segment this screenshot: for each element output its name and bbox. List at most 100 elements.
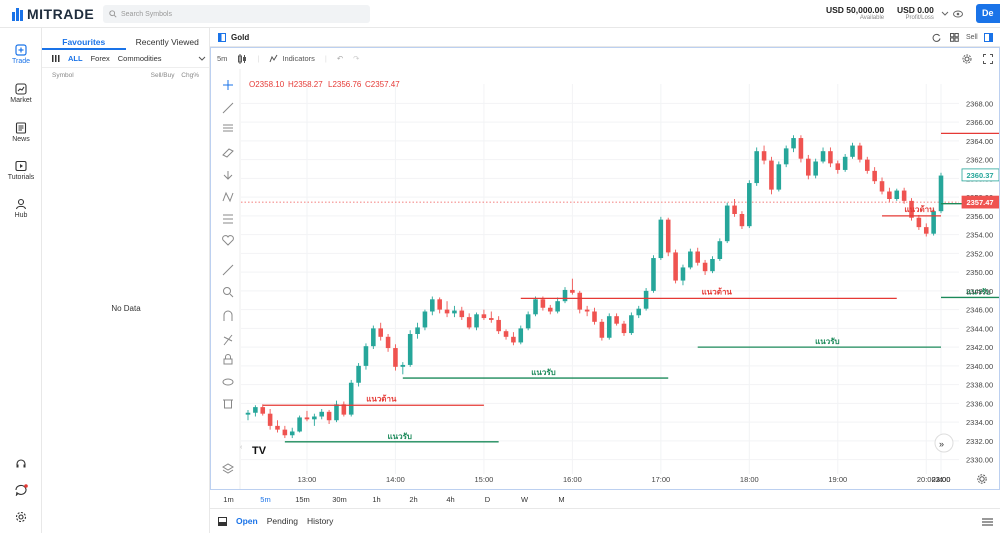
candle-body <box>916 217 922 228</box>
tf-m[interactable]: M <box>558 494 565 504</box>
eye-icon[interactable] <box>953 10 963 18</box>
price-axis[interactable]: 2330.00 2332.00 2334.00 2336.00 2338.00 2340.… <box>961 99 999 465</box>
tf-w[interactable]: W <box>520 494 529 504</box>
tf-4h[interactable]: 4h <box>446 494 455 504</box>
menu-icon[interactable] <box>982 518 993 526</box>
candle-body <box>547 307 553 312</box>
scroll-right-button[interactable]: » <box>934 433 954 453</box>
col-sell-buy[interactable]: Sell/Buy <box>150 72 175 79</box>
side-panel-icon[interactable] <box>984 33 993 42</box>
redo-icon[interactable]: ↷ <box>353 54 360 63</box>
filter-bar: ALL Forex Commodities <box>42 50 209 68</box>
nav-item-tutorials[interactable]: Tutorials <box>0 160 42 181</box>
candle-body <box>452 310 457 314</box>
candle-body <box>776 164 782 190</box>
layout-grid-icon[interactable] <box>950 33 959 42</box>
nav-item-market[interactable]: Market <box>0 83 42 104</box>
tf-2h[interactable]: 2h <box>409 494 418 504</box>
horizontal-lines-icon[interactable] <box>223 124 233 132</box>
col-symbol[interactable]: Symbol <box>52 72 74 79</box>
filter-commodities[interactable]: Commodities <box>117 54 162 63</box>
bid-price-tag: 2360.37 <box>966 171 993 180</box>
list-view-icon[interactable] <box>52 55 60 62</box>
orders-panel-icon[interactable] <box>218 516 227 526</box>
tf-d[interactable]: D <box>484 494 491 504</box>
arrow-down-icon[interactable] <box>223 171 233 180</box>
eye-icon[interactable] <box>222 378 234 386</box>
interval-selector[interactable]: 5m <box>217 54 228 63</box>
time-axis[interactable]: 13:00 14:00 15:00 16:00 17:00 18:00 19:00 20:00… <box>298 475 951 484</box>
filter-forex[interactable]: Forex <box>90 54 110 63</box>
indicators-icon[interactable] <box>269 54 278 63</box>
x-tick-label: 16:00 <box>563 475 582 484</box>
pl-widget[interactable]: USD 0.00 Profit/Loss <box>897 5 934 21</box>
sell-label[interactable]: Sell <box>966 34 978 41</box>
candle-body <box>474 314 479 328</box>
tf-1h[interactable]: 1h <box>372 494 381 504</box>
candle-body <box>879 181 885 192</box>
trendline-icon[interactable] <box>222 102 234 114</box>
chat-icon[interactable] <box>15 484 28 496</box>
chart-settings-icon[interactable] <box>962 54 972 64</box>
search-icon <box>109 10 117 18</box>
panel-toggle-icon[interactable] <box>218 32 226 42</box>
candle-body <box>245 412 251 415</box>
trash-icon[interactable] <box>223 399 233 409</box>
undo-icon[interactable]: ↶ <box>336 54 344 63</box>
candle-body <box>577 292 583 310</box>
resistance-label: แนวต้าน <box>702 286 733 296</box>
candle-body <box>938 175 944 212</box>
candle-body <box>857 145 863 160</box>
support-label: แนวรับ <box>966 287 991 296</box>
headset-icon[interactable] <box>15 458 27 470</box>
tf-1m[interactable]: 1m <box>223 494 234 504</box>
col-chg[interactable]: Chg% <box>181 72 199 79</box>
candle-body <box>695 251 700 263</box>
deposit-button[interactable]: De <box>976 4 1000 23</box>
candle-type-icon[interactable] <box>237 53 247 64</box>
lock-icon[interactable] <box>223 354 233 365</box>
chevron-down-icon[interactable] <box>198 56 206 62</box>
nav-item-hub[interactable]: Hub <box>0 198 42 219</box>
filter-all[interactable]: ALL <box>68 54 83 63</box>
refresh-icon[interactable] <box>932 33 941 42</box>
y-tick-label: 2340.00 <box>966 362 993 371</box>
layers-icon[interactable] <box>222 463 234 474</box>
ruler-icon[interactable] <box>222 264 234 276</box>
crosshair-icon[interactable] <box>223 80 233 90</box>
tab-history[interactable]: History <box>306 516 334 526</box>
candle-body <box>798 138 804 159</box>
tab-recently-viewed[interactable]: Recently Viewed <box>135 37 199 47</box>
scroll-left-icon[interactable]: ‹ <box>240 444 243 451</box>
candle-body <box>348 382 354 415</box>
search-input[interactable]: Search Symbols <box>103 5 370 23</box>
candle-body <box>540 299 546 308</box>
tab-favourites[interactable]: Favourites <box>42 28 126 50</box>
pattern-icon[interactable] <box>222 191 234 203</box>
chevron-down-icon[interactable] <box>941 11 949 17</box>
price-chart[interactable]: O2358.10 H2358.27 L2356.76 C2357.47 แนวต… <box>210 69 1000 490</box>
candle-body <box>747 183 752 227</box>
brush-icon[interactable] <box>222 148 234 158</box>
magnet-icon[interactable] <box>223 310 233 321</box>
candle-body <box>813 161 818 176</box>
candle-body <box>828 151 833 164</box>
fullscreen-icon[interactable] <box>983 54 993 64</box>
heart-icon[interactable] <box>222 235 234 246</box>
lock-drawings-icon[interactable] <box>223 334 233 346</box>
nav-item-news[interactable]: News <box>0 122 42 143</box>
tab-pending[interactable]: Pending <box>266 516 298 526</box>
brand-logo[interactable]: MITRADE <box>12 5 94 23</box>
tf-30m[interactable]: 30m <box>332 494 347 504</box>
fib-icon[interactable] <box>223 214 233 224</box>
indicators-button[interactable]: Indicators <box>282 54 315 63</box>
candle-body <box>297 417 302 432</box>
axis-settings-icon[interactable] <box>977 474 987 484</box>
candle-body <box>489 318 494 320</box>
nav-item-trade[interactable]: Trade <box>0 44 42 65</box>
tf-5m[interactable]: 5m <box>260 494 271 504</box>
settings-icon[interactable] <box>15 511 27 523</box>
zoom-icon[interactable] <box>223 287 234 298</box>
tf-15m[interactable]: 15m <box>295 494 310 504</box>
tab-open[interactable]: Open <box>236 516 258 526</box>
